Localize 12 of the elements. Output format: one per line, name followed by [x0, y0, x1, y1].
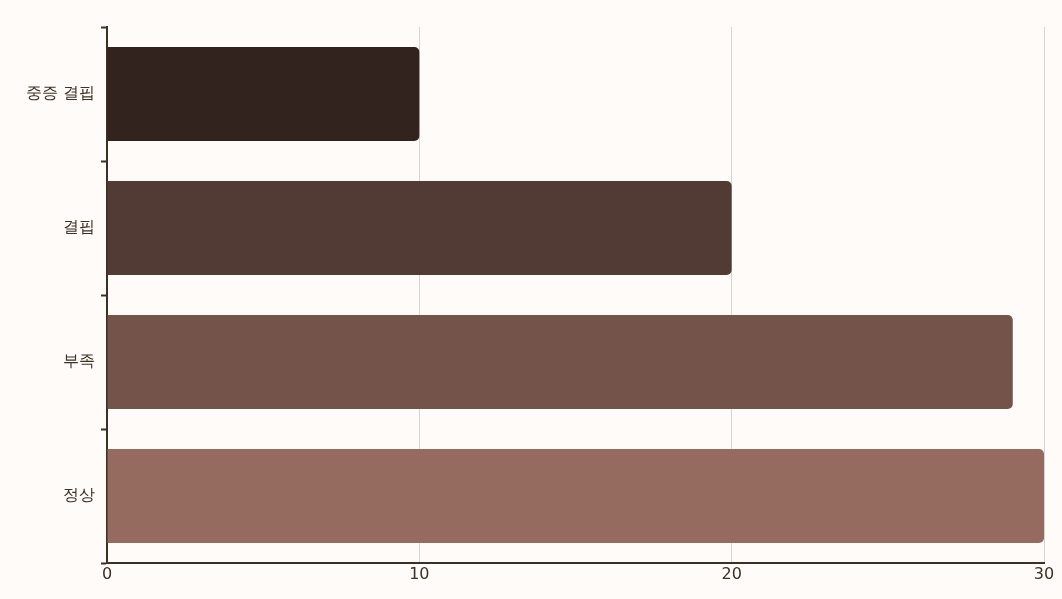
x-tick-label: 30 — [1033, 563, 1055, 583]
bar — [107, 47, 420, 141]
y-tick-label: 결핍 — [63, 217, 95, 237]
y-tick-label: 부족 — [63, 351, 95, 371]
y-tick-label: 정상 — [63, 485, 95, 505]
x-tick-label: 0 — [101, 563, 113, 583]
bar — [107, 181, 732, 275]
x-tick-label: 10 — [409, 563, 430, 583]
y-tick-label: 중증 결핍 — [25, 83, 95, 103]
bar — [107, 315, 1013, 409]
bar — [107, 449, 1044, 543]
x-tick-label: 20 — [721, 563, 742, 583]
